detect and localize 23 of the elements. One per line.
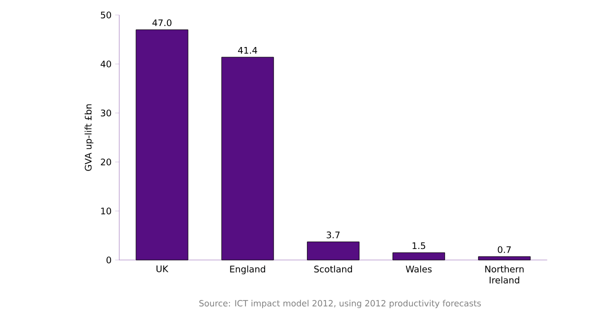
data-label: 1.5	[412, 242, 426, 250]
bar	[478, 256, 531, 260]
bar	[306, 242, 360, 260]
bar	[136, 29, 188, 260]
data-label: 0.7	[498, 246, 511, 254]
y-tick-label: 50	[100, 12, 112, 18]
y-tick-label: 10	[101, 208, 112, 214]
data-label: 41.4	[238, 47, 258, 54]
x-tick-label: Scotland	[314, 266, 352, 272]
y-tick-label: 40	[100, 60, 112, 68]
data-label: 47.0	[152, 19, 172, 26]
x-tick-label: Wales	[406, 266, 432, 272]
bar	[221, 56, 274, 260]
data-label: 3.7	[326, 232, 340, 238]
source-note: Source: ICT impact model 2012, using 2012 productivity forecasts	[199, 300, 481, 308]
x-tick-label: Northern Ireland	[485, 266, 524, 284]
x-tick-label: England	[230, 266, 266, 274]
bar	[392, 252, 446, 260]
y-tick-label: 30	[100, 110, 112, 116]
x-tick-label: UK	[156, 266, 168, 272]
y-axis-title: GVA up-lift £bn	[84, 104, 94, 171]
y-tick-label: 20	[100, 158, 112, 166]
y-tick-label: 0	[106, 256, 112, 264]
